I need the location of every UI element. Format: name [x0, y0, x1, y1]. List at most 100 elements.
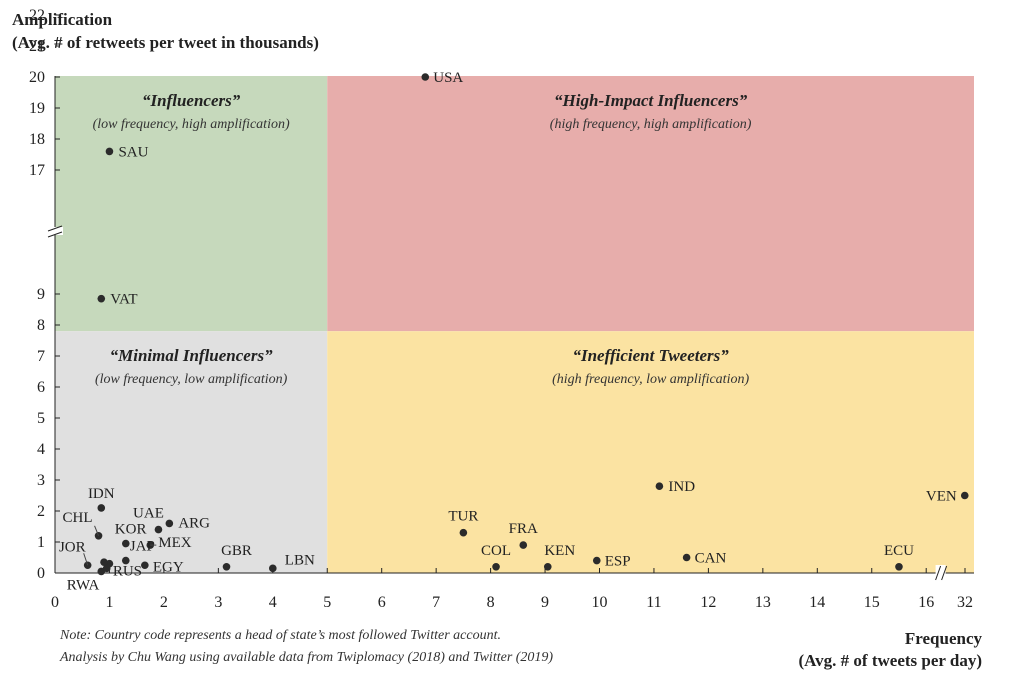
x-tick-label: 15 — [864, 594, 880, 611]
quadrant-1-title: “Influencers” — [142, 91, 241, 110]
y-axis-title: Amplification (Avg. # of retweets per tw… — [12, 8, 319, 54]
y-tick-label: 20 — [29, 69, 45, 86]
x-axis-break-mark — [941, 565, 948, 581]
x-tick-label: 14 — [809, 594, 825, 611]
y-tick-label: 5 — [37, 410, 45, 427]
quadrant-backgrounds: “Influencers” (low frequency, high amplif… — [55, 76, 974, 573]
point-idn — [97, 504, 106, 512]
x-tick-label: 1 — [105, 594, 113, 611]
point-lbn-label: LBN — [285, 552, 315, 568]
y-tick-label: 22 — [29, 7, 45, 24]
point-ecu-label: ECU — [884, 543, 914, 559]
point-gbr — [222, 563, 231, 571]
point-egy — [141, 561, 149, 570]
point-col-label: COL — [481, 543, 511, 559]
x-axis-title: Frequency (Avg. # of tweets per day) — [799, 628, 983, 672]
point-unlabeled — [100, 558, 108, 566]
y-tick-label: 17 — [29, 162, 45, 179]
x-tick-label: 0 — [51, 594, 59, 611]
point-arg — [165, 519, 174, 528]
point-can — [682, 553, 691, 562]
quadrant-2-background — [327, 76, 974, 332]
y-tick-label: 18 — [29, 131, 45, 148]
point-tur — [459, 528, 468, 537]
quadrant-1-subtitle: (low frequency, high amplification) — [93, 117, 290, 132]
footnote-line-1: Note: Country code represents a head of … — [60, 628, 501, 643]
data-points: USA SAU VAT IND VEN TUR FRA COL KEN ESP CAN ECU LBN G… — [59, 70, 969, 593]
point-rwa-label: RWA — [67, 577, 100, 593]
point-vat — [97, 294, 106, 303]
x-axis-break-mark — [935, 565, 942, 581]
point-sau — [105, 147, 114, 156]
x-axis-title-line-1: Frequency — [904, 629, 982, 648]
y-tick-label: 21 — [29, 38, 45, 55]
point-chl-leader-line — [94, 525, 100, 536]
quadrant-3-title: “Minimal Influencers” — [110, 346, 273, 365]
point-ind-label: IND — [668, 479, 695, 495]
x-tick-label: 13 — [755, 594, 771, 611]
x-axis-title-line-2: (Avg. # of tweets per day) — [798, 651, 983, 670]
x-tick-label: 12 — [700, 594, 716, 611]
point-fra-label: FRA — [509, 521, 538, 537]
quadrant-4-title: “Inefficient Tweeters” — [572, 346, 729, 365]
point-ind — [655, 482, 664, 491]
point-arg-label: ARG — [178, 515, 210, 531]
point-fra — [519, 541, 528, 549]
point-can-label: CAN — [695, 551, 727, 567]
point-ken-label: KEN — [544, 543, 575, 559]
point-gbr-label: GBR — [221, 543, 252, 559]
y-tick-label: 7 — [37, 348, 45, 365]
point-sau-label: SAU — [118, 144, 148, 160]
footnote-line-2: Analysis by Chu Wang using available dat… — [60, 650, 554, 665]
point-ven-label: VEN — [926, 489, 957, 505]
y-tick-label: 1 — [37, 534, 45, 551]
point-esp — [592, 556, 601, 565]
y-tick-label: 0 — [37, 565, 45, 582]
y-tick-label: 9 — [37, 286, 45, 303]
point-chl-label: CHL — [63, 510, 93, 526]
point-rus-label: RUS — [113, 564, 142, 580]
x-tick-label: 10 — [592, 594, 608, 611]
point-kor-label: KOR — [115, 522, 147, 538]
point-usa — [421, 73, 430, 81]
x-tick-label: 4 — [269, 594, 277, 611]
point-uae-label: UAE — [133, 506, 164, 522]
y-tick-label: 6 — [37, 379, 45, 396]
point-usa-label: USA — [433, 70, 463, 86]
quadrant-3-subtitle: (low frequency, low amplification) — [95, 372, 288, 387]
point-jap — [121, 556, 130, 565]
y-tick-label: 4 — [37, 441, 45, 458]
point-ken — [543, 563, 552, 571]
x-tick-label: 9 — [541, 594, 549, 611]
point-ecu — [895, 563, 903, 571]
x-tick-label: 3 — [214, 594, 222, 611]
x-tick-label: 11 — [646, 594, 661, 611]
x-axis-break-gap — [935, 565, 946, 581]
footnote: Note: Country code represents a head of … — [60, 625, 553, 669]
y-tick-label: 2 — [37, 503, 45, 520]
x-tick-label: 32 — [957, 594, 973, 611]
quadrant-2-title: “High-Impact Influencers” — [554, 91, 748, 110]
point-egy-label: EGY — [153, 559, 184, 575]
y-axis-title-line-2: (Avg. # of retweets per tweet in thousan… — [12, 33, 319, 52]
point-jap-label: JAP — [130, 539, 155, 555]
point-lbn — [269, 564, 277, 573]
point-kor — [121, 539, 130, 548]
point-idn-label: IDN — [88, 486, 115, 502]
y-axis-break-mark — [47, 231, 63, 238]
point-jor-label: JOR — [59, 539, 86, 555]
point-mex-label: MEX — [158, 535, 192, 551]
x-tick-label: 6 — [378, 594, 386, 611]
point-ven — [960, 491, 969, 500]
quadrant-2-subtitle: (high frequency, high amplification) — [550, 117, 752, 132]
point-jor-leader-line — [83, 553, 89, 566]
quadrant-4-background — [327, 331, 974, 573]
y-tick-label: 3 — [37, 472, 45, 489]
x-tick-label: 5 — [323, 594, 331, 611]
point-vat-label: VAT — [110, 292, 137, 308]
x-tick-label: 7 — [432, 594, 440, 611]
quadrant-1-background — [55, 76, 328, 332]
y-axis-break-gap — [47, 227, 63, 235]
y-axis-title-line-1: Amplification — [12, 10, 113, 29]
